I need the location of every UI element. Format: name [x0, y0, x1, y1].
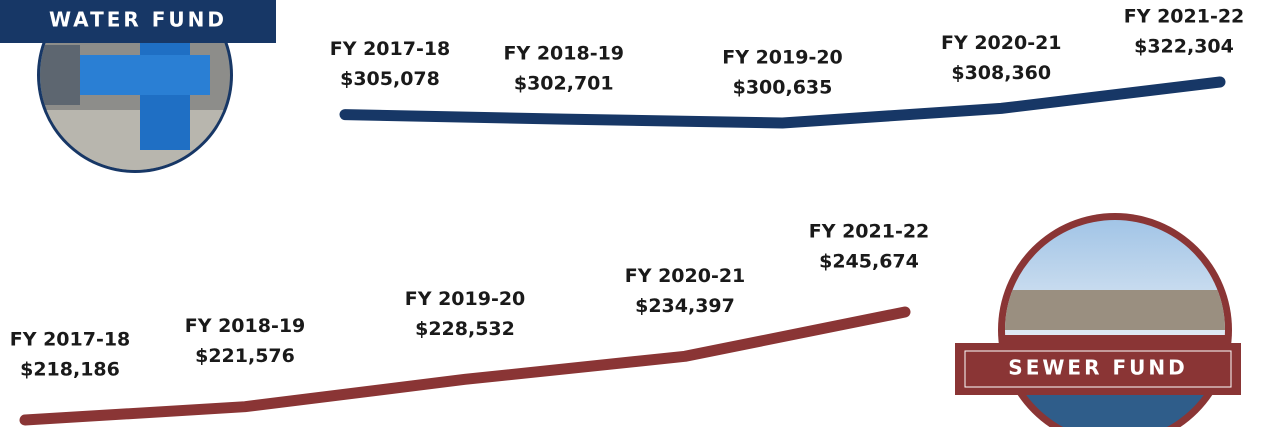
value-label: $234,397	[635, 295, 735, 317]
infographic: WATER FUND FY 2017-18 $305,078 FY 2018-19 $3…	[0, 0, 1262, 427]
category-label: FY 2018-19	[185, 315, 306, 337]
category-label: FY 2020-21	[625, 265, 746, 287]
category-label: FY 2017-18	[330, 38, 451, 60]
value-label: $302,701	[514, 73, 614, 95]
value-label: $305,078	[340, 68, 440, 90]
value-label: $322,304	[1134, 36, 1234, 58]
category-label: FY 2018-19	[503, 43, 624, 65]
value-label: $245,674	[819, 251, 919, 273]
category-label: FY 2021-22	[809, 221, 930, 243]
value-label: $218,186	[20, 359, 120, 381]
fund-title: SEWER FUND	[1008, 356, 1187, 380]
category-label: FY 2020-21	[941, 32, 1062, 54]
value-label: $308,360	[951, 62, 1051, 84]
category-label: FY 2017-18	[10, 329, 131, 351]
category-label: FY 2019-20	[722, 47, 843, 69]
value-label: $228,532	[415, 318, 515, 340]
category-label: FY 2019-20	[405, 288, 526, 310]
fund-title: WATER FUND	[49, 8, 227, 32]
category-label: FY 2021-22	[1124, 6, 1245, 28]
value-label: $221,576	[195, 345, 295, 367]
value-label: $300,635	[733, 77, 833, 99]
